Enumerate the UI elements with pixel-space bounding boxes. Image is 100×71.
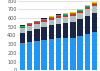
Bar	[56, 15, 61, 16]
Bar	[27, 24, 32, 26]
Bar	[41, 20, 47, 22]
Bar	[20, 33, 25, 43]
Bar	[56, 18, 61, 24]
Bar	[49, 25, 54, 39]
Bar	[70, 13, 76, 14]
Bar	[49, 18, 54, 20]
Bar	[63, 38, 68, 70]
Bar	[20, 26, 25, 27]
Bar	[56, 24, 61, 38]
Bar	[20, 27, 25, 28]
Bar	[70, 16, 76, 22]
Bar	[63, 17, 68, 23]
Bar	[92, 13, 97, 32]
Bar	[20, 28, 25, 33]
Bar	[70, 14, 76, 16]
Bar	[34, 41, 40, 70]
Bar	[63, 15, 68, 17]
Bar	[34, 24, 40, 29]
Bar	[49, 17, 54, 18]
Bar	[56, 38, 61, 70]
Bar	[78, 36, 83, 70]
Bar	[63, 14, 68, 15]
Bar	[49, 39, 54, 70]
Bar	[70, 38, 76, 70]
Bar	[34, 29, 40, 41]
Bar	[92, 32, 97, 70]
Bar	[85, 5, 90, 6]
Bar	[34, 22, 40, 24]
Bar	[78, 10, 83, 11]
Bar	[41, 27, 47, 40]
Bar	[63, 23, 68, 38]
Bar	[41, 18, 47, 19]
Bar	[92, 3, 97, 4]
Bar	[41, 40, 47, 70]
Bar	[63, 13, 68, 14]
Bar	[49, 16, 54, 17]
Bar	[27, 31, 32, 42]
Bar	[27, 26, 32, 31]
Bar	[78, 13, 83, 19]
Bar	[70, 12, 76, 13]
Bar	[85, 16, 90, 34]
Bar	[92, 2, 97, 3]
Bar	[20, 25, 25, 26]
Bar	[92, 4, 97, 6]
Bar	[34, 21, 40, 22]
Bar	[20, 43, 25, 70]
Bar	[92, 6, 97, 13]
Bar	[41, 22, 47, 27]
Bar	[56, 14, 61, 15]
Bar	[49, 20, 54, 25]
Bar	[78, 19, 83, 36]
Bar	[85, 9, 90, 16]
Bar	[85, 6, 90, 7]
Bar	[27, 23, 32, 24]
Bar	[70, 22, 76, 38]
Bar	[85, 7, 90, 9]
Bar	[78, 11, 83, 13]
Bar	[41, 19, 47, 20]
Bar	[85, 34, 90, 70]
Bar	[56, 16, 61, 18]
Bar	[27, 42, 32, 70]
Bar	[78, 9, 83, 10]
